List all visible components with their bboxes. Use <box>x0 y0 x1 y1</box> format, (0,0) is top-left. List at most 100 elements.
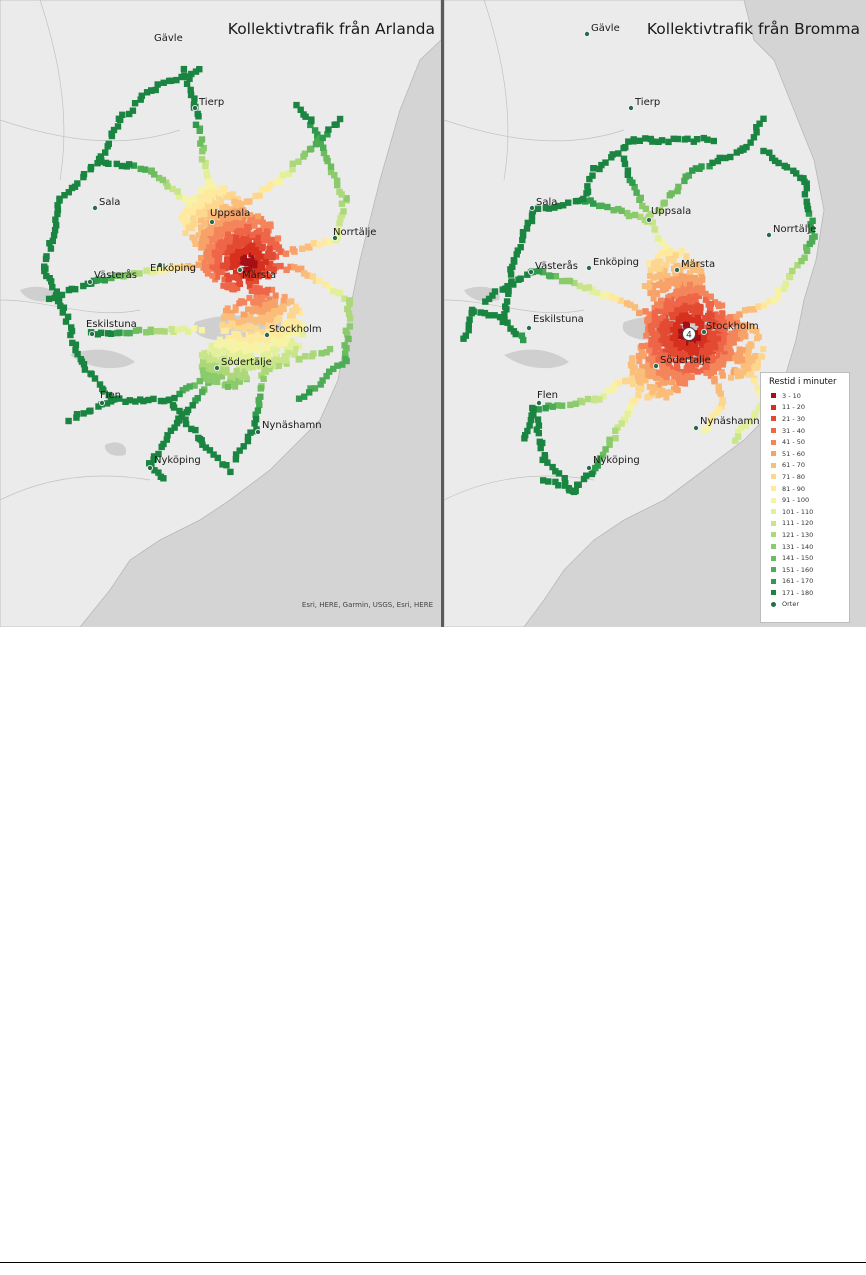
travel-time-cell <box>266 320 273 326</box>
travel-time-cell <box>260 226 267 232</box>
travel-time-cell <box>749 327 756 334</box>
travel-time-cell <box>665 256 672 263</box>
city-marker[interactable]: Enköping <box>150 261 196 274</box>
legend-label: 51 - 60 <box>782 449 806 458</box>
city-marker[interactable]: Eskilstuna <box>526 314 584 331</box>
travel-time-cell <box>242 348 249 355</box>
city-marker[interactable]: Södertälje <box>652 355 711 369</box>
travel-time-cell <box>668 310 675 317</box>
travel-time-cell <box>265 354 271 361</box>
travel-time-cell <box>672 330 679 337</box>
travel-time-cell <box>253 305 259 312</box>
travel-time-cell <box>734 373 741 380</box>
travel-time-cell <box>647 272 654 279</box>
travel-time-cell <box>202 444 210 451</box>
city-marker[interactable]: Nynäshamn <box>692 416 760 431</box>
travel-time-cell <box>49 237 56 245</box>
city-marker[interactable]: Södertälje <box>213 357 272 371</box>
travel-time-cell <box>631 304 639 311</box>
travel-time-cell <box>612 435 619 442</box>
travel-time-cell <box>216 370 223 377</box>
city-marker[interactable]: Märsta <box>236 266 276 281</box>
travel-time-cell <box>629 398 637 405</box>
travel-time-cell <box>760 115 767 122</box>
travel-time-cell <box>640 343 647 350</box>
travel-time-cell <box>49 284 56 291</box>
city-marker[interactable]: Nynäshamn <box>254 420 322 435</box>
travel-time-cell <box>766 149 773 156</box>
city-marker[interactable]: Tierp <box>627 97 660 112</box>
city-marker[interactable]: Sala <box>529 197 557 211</box>
city-marker[interactable]: Sala <box>92 197 120 211</box>
travel-time-cell <box>210 451 217 458</box>
travel-time-cell <box>711 378 718 385</box>
city-marker[interactable]: Flen <box>99 390 121 406</box>
travel-time-cell <box>232 345 239 352</box>
travel-time-cell <box>807 221 814 228</box>
city-marker[interactable]: Uppsala <box>645 206 691 223</box>
travel-time-cell <box>685 315 692 322</box>
legend-label: 171 - 180 <box>782 588 814 597</box>
travel-time-cell <box>343 345 350 352</box>
city-marker[interactable]: Eskilstuna <box>86 319 137 337</box>
travel-time-cell <box>197 187 203 194</box>
city-marker[interactable]: Nyköping <box>585 455 640 471</box>
travel-time-cell <box>196 435 204 443</box>
travel-time-cell <box>517 244 524 251</box>
travel-time-cell <box>720 319 727 326</box>
travel-time-cell <box>693 302 700 309</box>
city-marker[interactable]: Gävle <box>154 33 183 44</box>
city-marker[interactable]: Västerås <box>528 259 578 275</box>
travel-time-cell <box>180 65 188 73</box>
city-marker[interactable]: Västerås <box>87 268 137 285</box>
city-marker[interactable]: Stockholm <box>700 321 759 335</box>
travel-time-cell <box>760 302 768 309</box>
travel-time-cell <box>584 183 591 190</box>
city-marker[interactable]: Tierp <box>191 97 224 112</box>
travel-time-map-arlanda[interactable]: Gävle Tierp Sala Uppsala Norrtälje Enköping Mä… <box>0 0 441 627</box>
travel-time-cell <box>265 250 272 257</box>
travel-time-cell <box>745 347 752 353</box>
travel-time-cell <box>683 254 690 261</box>
city-dot <box>254 428 261 435</box>
travel-time-cell <box>204 183 211 190</box>
travel-time-cell <box>678 285 685 292</box>
travel-time-cell <box>680 316 687 323</box>
legend-swatch <box>771 590 776 596</box>
travel-time-cell <box>318 350 325 357</box>
travel-time-cell <box>707 416 715 424</box>
city-marker[interactable]: Nyköping <box>146 455 201 471</box>
travel-time-cell <box>258 216 265 223</box>
travel-time-cell <box>211 202 218 209</box>
city-marker[interactable]: Stockholm <box>263 324 322 338</box>
city-marker[interactable]: Flen <box>536 390 558 406</box>
travel-time-cell <box>213 375 220 382</box>
travel-time-cell <box>709 363 716 370</box>
city-marker[interactable]: Enköping <box>585 257 639 271</box>
origin-marker[interactable]: 4 <box>682 327 696 341</box>
travel-time-cell <box>661 199 668 206</box>
travel-time-cell <box>250 343 257 350</box>
travel-time-cell <box>715 383 722 390</box>
travel-time-cell <box>715 335 722 342</box>
travel-time-cell <box>342 355 349 363</box>
city-marker[interactable]: Märsta <box>673 259 715 273</box>
travel-time-cell <box>746 343 753 350</box>
border-line <box>0 299 141 314</box>
travel-time-cell <box>623 209 631 217</box>
travel-time-cell <box>182 420 190 428</box>
travel-time-cell <box>654 301 661 308</box>
travel-time-cell <box>241 270 248 276</box>
city-marker[interactable]: Norrtälje <box>765 224 816 238</box>
map-panel-arlanda[interactable]: Gävle Tierp Sala Uppsala Norrtälje Enköping Mä… <box>0 0 441 627</box>
travel-time-cell <box>496 313 504 321</box>
travel-time-cell <box>189 210 196 217</box>
travel-time-cell <box>657 302 664 309</box>
city-marker[interactable]: Norrtälje <box>331 227 376 241</box>
travel-time-cell <box>614 380 621 387</box>
travel-time-cell <box>706 163 713 170</box>
city-marker[interactable]: Uppsala <box>208 208 250 225</box>
travel-time-cell <box>55 296 63 304</box>
travel-time-cell <box>100 387 107 394</box>
city-marker[interactable]: Gävle <box>583 23 620 37</box>
